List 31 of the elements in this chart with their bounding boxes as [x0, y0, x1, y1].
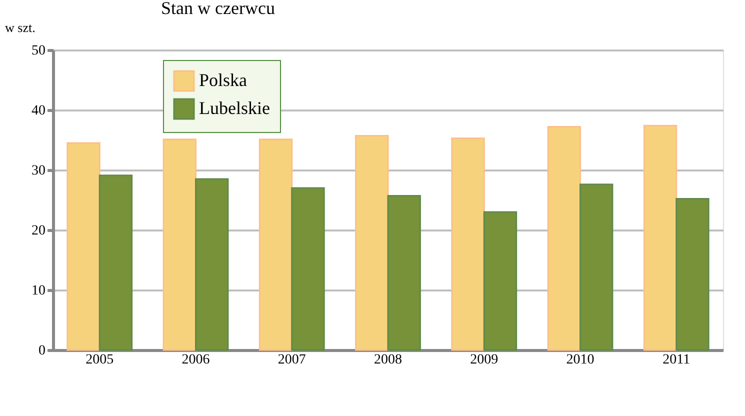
y-tick-label: 10	[32, 284, 46, 298]
bar	[580, 184, 614, 351]
x-tick-label: 2007	[278, 352, 306, 368]
bar	[483, 211, 518, 351]
bar	[387, 195, 421, 351]
x-tick-label: 2006	[182, 352, 210, 368]
bar	[98, 174, 133, 351]
y-tick-label: 20	[32, 224, 46, 238]
x-tick-label: 2011	[662, 352, 690, 368]
bar	[291, 187, 325, 351]
bar	[451, 137, 485, 351]
x-tick-label: 2010	[566, 352, 594, 368]
legend-label: Lubelskie	[199, 98, 270, 118]
y-tick-label: 30	[32, 164, 46, 178]
y-tick-label: 0	[38, 344, 46, 358]
bar	[643, 124, 678, 351]
bar	[162, 138, 196, 351]
y-axis-title: w szt.	[5, 20, 36, 35]
x-tick-label: 2009	[470, 352, 498, 368]
bar	[194, 178, 229, 351]
chart-title: Stan w czerwcu	[161, 0, 275, 18]
y-tick-label: 40	[32, 104, 46, 118]
x-tick-label: 2005	[86, 352, 114, 368]
bar	[547, 126, 582, 351]
bar	[66, 142, 100, 351]
bar	[355, 135, 389, 351]
bar	[676, 198, 710, 351]
legend-label: Polska	[199, 70, 248, 90]
bar	[258, 138, 293, 351]
x-tick-label: 2008	[374, 352, 402, 368]
y-tick-label: 50	[32, 44, 46, 58]
